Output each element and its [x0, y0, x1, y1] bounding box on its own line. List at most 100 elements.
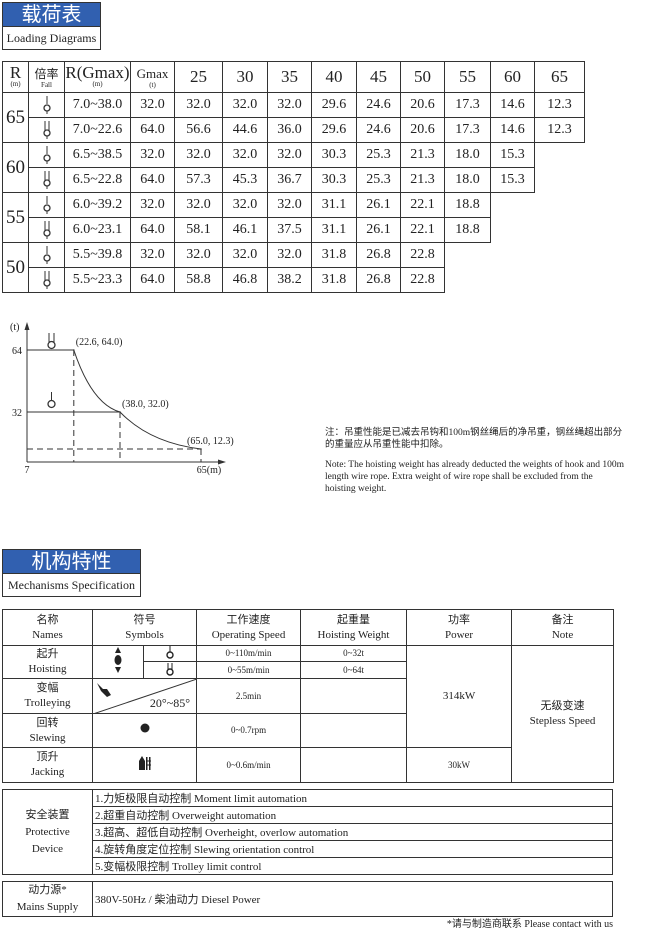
mech-header-row: 名称 Names 符号 Symbols 工作速度 Operating Speed 起重… — [2, 609, 615, 646]
load-row: 55 6.0~39.2 32.0 32.0 32.0 32.0 31.1 26.1 22.1 18… — [2, 192, 585, 243]
protective-item: 5.变幅极限控制 Trolley limit control — [92, 857, 613, 875]
empty-cell — [445, 243, 491, 268]
load-value: 31.8 — [311, 267, 357, 293]
jacking-speed: 0~0.6m/min — [196, 747, 302, 783]
data-point — [200, 448, 202, 450]
load-value: 26.1 — [356, 192, 401, 218]
protective-item: 4.旋转角度定位控制 Slewing orientation control — [92, 840, 613, 858]
double-hook-icon — [42, 221, 51, 239]
hoisting-speed-1: 0~110m/min — [196, 645, 302, 662]
header-radius: 50 — [400, 61, 445, 93]
empty-cell — [535, 218, 585, 243]
header-fall: 倍率 Fall — [28, 61, 65, 93]
slewing-weight — [300, 713, 408, 748]
single-hook-icon — [47, 392, 56, 409]
y-axis-label: (t) — [10, 322, 19, 333]
jib-length: 55 — [2, 192, 29, 243]
gmax-value: 32.0 — [130, 242, 175, 268]
trolleying-speed: 2.5min — [196, 678, 302, 714]
fall-symbol — [28, 217, 65, 243]
load-value: 25.3 — [356, 167, 401, 193]
gmax-value: 64.0 — [130, 117, 175, 143]
empty-cell — [535, 243, 585, 268]
header-radius: 60 — [490, 61, 535, 93]
protective-row: 安全装置 Protective Device 1.力矩极限自动控制 Moment li… — [2, 789, 613, 875]
load-value: 32.0 — [222, 92, 268, 118]
fall-symbol — [28, 267, 65, 293]
y-tick-label: 32 — [12, 408, 22, 419]
header-radius: 55 — [444, 61, 491, 93]
protective-item: 1.力矩极限自动控制 Moment limit automation — [92, 789, 613, 807]
load-value: 26.8 — [356, 242, 401, 268]
trolleying-label: 变幅 Trolleying — [2, 678, 93, 714]
header-gmax: Gmax (t) — [130, 61, 175, 93]
gmax-range: 6.0~23.1 — [64, 217, 131, 243]
slewing-label: 回转 Slewing — [2, 713, 93, 748]
load-value: 20.6 — [400, 92, 445, 118]
mechanisms-title-cn: 机构特性 — [2, 549, 141, 574]
jib-length: 65 — [2, 92, 29, 143]
empty-cell — [535, 143, 585, 168]
fall-symbol — [28, 92, 65, 118]
empty-cell — [491, 243, 535, 268]
load-value: 32.0 — [267, 242, 312, 268]
gmax-value: 64.0 — [130, 267, 175, 293]
header-radius: 25 — [174, 61, 223, 93]
header-weight: 起重量 Hoisting Weight — [300, 609, 408, 646]
double-hook-cell — [142, 661, 198, 679]
header-names: 名称 Names — [2, 609, 93, 646]
load-value: 32.0 — [174, 92, 223, 118]
load-value: 22.1 — [400, 217, 445, 243]
header-radius: 65 — [534, 61, 585, 93]
trolleying-angle: 20°~85° — [149, 696, 191, 710]
empty-cell — [491, 218, 535, 243]
jacking-icon — [138, 755, 151, 770]
power-main: 314kW — [406, 645, 513, 748]
load-value: 21.3 — [400, 142, 445, 168]
protective-label: 安全装置 Protective Device — [2, 789, 93, 875]
load-value: 18.8 — [444, 217, 491, 243]
fall-symbol — [28, 142, 65, 168]
jacking-symbol — [91, 747, 198, 783]
double-hook-icon — [42, 271, 51, 289]
trolley-icon — [93, 679, 197, 714]
fall-symbol — [28, 167, 65, 193]
data-point — [119, 411, 121, 413]
load-value: 26.8 — [356, 267, 401, 293]
load-value: 22.8 — [400, 242, 445, 268]
load-value: 36.7 — [267, 167, 312, 193]
load-value: 26.1 — [356, 217, 401, 243]
hoisting-weight-2: 0~64t — [300, 661, 408, 679]
load-value: 32.0 — [222, 242, 268, 268]
header-rgmax: R(Gmax) (m) — [64, 61, 131, 93]
header-note: 备注 Note — [511, 609, 615, 646]
load-value: 31.1 — [311, 192, 357, 218]
load-value: 22.1 — [400, 192, 445, 218]
empty-cell — [535, 168, 585, 193]
load-value: 24.6 — [356, 92, 401, 118]
slewing-symbol — [91, 713, 198, 748]
load-value: 21.3 — [400, 167, 445, 193]
load-row: 7.0~22.6 64.0 56.6 44.6 36.0 29.6 24.6 20.6 17.3… — [3, 117, 585, 143]
slewing-icon — [140, 723, 149, 733]
loading-title-cn: 载荷表 — [2, 2, 101, 27]
load-value: 32.0 — [267, 92, 312, 118]
double-hook-icon — [42, 121, 51, 139]
load-value: 45.3 — [222, 167, 268, 193]
load-value: 58.1 — [174, 217, 223, 243]
load-value: 12.3 — [534, 117, 585, 143]
load-value: 32.0 — [267, 192, 312, 218]
load-value: 37.5 — [267, 217, 312, 243]
x-tick-label: 65(m) — [197, 465, 221, 476]
load-value: 12.3 — [534, 92, 585, 118]
mains-value: 380V-50Hz / 柴油动力 Diesel Power — [92, 881, 613, 917]
load-value: 22.8 — [400, 267, 445, 293]
mains-label: 动力源* Mains Supply — [2, 881, 93, 917]
jacking-power: 30kW — [406, 747, 513, 783]
empty-cell — [491, 193, 535, 218]
protective-item: 2.超重自动控制 Overweight automation — [92, 806, 613, 824]
load-value: 14.6 — [490, 117, 535, 143]
header-speed: 工作速度 Operating Speed — [196, 609, 302, 646]
double-hook-icon — [47, 333, 56, 350]
load-value: 20.6 — [400, 117, 445, 143]
